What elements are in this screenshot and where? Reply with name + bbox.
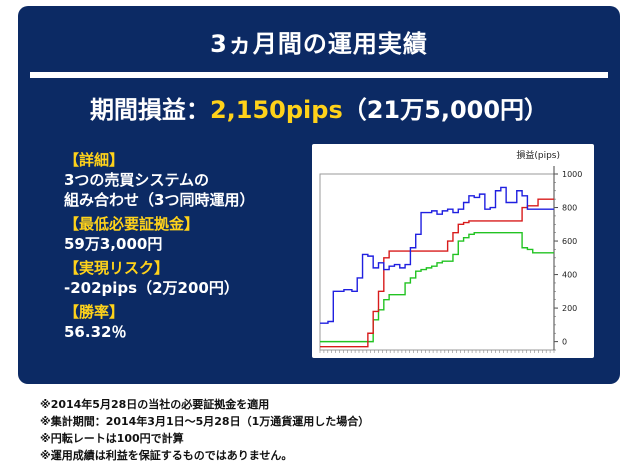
min-margin-block: 【最低必要証拠金】 59万3,000円 [64,214,314,254]
period-profit-label: 期間損益： [89,96,210,124]
detail-label: 【詳細】 [64,151,125,169]
period-profit-yen: （21万5,000円） [342,96,549,124]
footnote: ※2014年5月28日の当社の必要証拠金を適用 [40,398,270,411]
plot-area [319,173,555,351]
win-rate-block: 【勝率】 56.32％ [64,302,314,342]
realized-risk-value: -202pips（2万200円） [64,279,239,297]
y-tick-label: 600 [562,237,577,246]
win-rate-label: 【勝率】 [64,303,125,321]
detail-value: 3つの売買システムの [64,171,209,189]
win-rate-value: 56.32％ [64,323,127,341]
footnote: ※円転レートは100円で計算 [40,432,184,445]
profit-chart: 0 200 400 600 800 1000 損益(pips) [312,144,594,358]
y-tick-label: 1000 [562,170,582,179]
min-margin-value: 59万3,000円 [64,235,163,253]
footnote: ※集計期間：2014年3月1日～5月28日（1万通貨運用した場合） [40,415,370,428]
results-panel: 3ヵ月間の運用実績 期間損益：2,150pips（21万5,000円） 【詳細】… [18,6,620,384]
y-tick-label: 400 [562,271,577,280]
realized-risk-block: 【実現リスク】 -202pips（2万200円） [64,258,314,298]
detail-value: 組み合わせ（3つ同時運用） [64,191,255,209]
realized-risk-label: 【実現リスク】 [64,259,170,277]
details-list: 【詳細】 3つの売買システムの 組み合わせ（3つ同時運用） 【最低必要証拠金】 … [64,146,314,342]
series-line [320,186,554,324]
panel-title: 3ヵ月間の運用実績 [210,30,428,58]
period-profit-headline: 期間損益：2,150pips（21万5,000円） [18,90,620,125]
y-tick-label: 0 [562,338,567,347]
title-divider [30,72,608,78]
y-axis-label: 損益(pips) [516,149,560,161]
period-profit-value: 2,150pips [209,96,343,124]
series-line [320,198,554,348]
y-tick-label: 200 [562,304,577,313]
y-tick-label: 800 [562,204,577,213]
min-margin-label: 【最低必要証拠金】 [64,215,200,233]
footnotes: ※2014年5月28日の当社の必要証拠金を適用 ※集計期間：2014年3月1日～… [40,396,620,464]
series-line [320,231,554,343]
detail-block: 【詳細】 3つの売買システムの 組み合わせ（3つ同時運用） [64,150,314,210]
footnote: ※運用成績は利益を保証するものではありません。 [40,449,293,462]
